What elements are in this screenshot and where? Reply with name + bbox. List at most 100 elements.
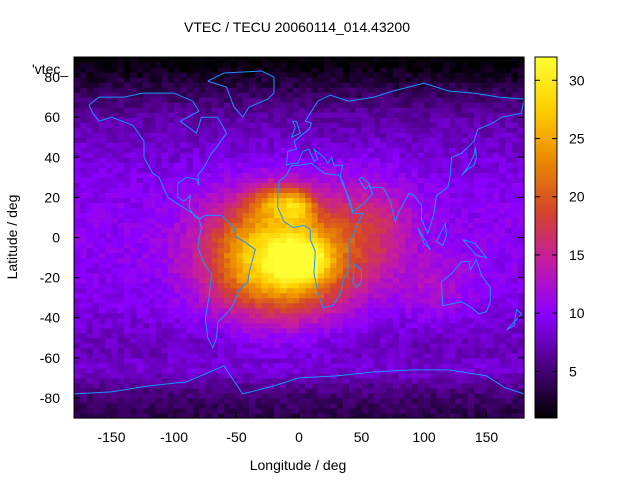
heatmap-cell (124, 362, 131, 369)
heatmap-cell (299, 247, 306, 254)
heatmap-cell (411, 282, 419, 289)
heatmap-cell (392, 317, 400, 324)
heatmap-cell (80, 382, 88, 389)
heatmap-cell (192, 237, 200, 244)
heatmap-cell (180, 277, 188, 284)
heatmap-cell (299, 147, 306, 153)
heatmap-cell (305, 227, 313, 234)
heatmap-cell (99, 347, 106, 354)
heatmap-cell (480, 212, 488, 219)
heatmap-cell (392, 262, 400, 269)
heatmap-cell (355, 142, 363, 148)
heatmap-cell (136, 92, 144, 98)
heatmap-cell (417, 247, 425, 254)
heatmap-cell (461, 317, 469, 324)
heatmap-cell (74, 212, 81, 219)
heatmap-cell (161, 192, 169, 198)
heatmap-cell (430, 347, 438, 354)
heatmap-cell (255, 72, 263, 78)
heatmap-cell (386, 297, 394, 304)
heatmap-cell (474, 177, 481, 183)
heatmap-cell (186, 362, 194, 369)
heatmap-cell (124, 302, 131, 309)
heatmap-cell (292, 402, 300, 409)
heatmap-cell (342, 212, 350, 219)
heatmap-cell (92, 317, 100, 324)
heatmap-cell (80, 372, 88, 379)
heatmap-cell (86, 67, 94, 73)
heatmap-cell (180, 177, 188, 183)
heatmap-cell (142, 347, 150, 354)
heatmap-cell (386, 282, 394, 289)
heatmap-cell (511, 297, 519, 304)
heatmap-cell (74, 82, 81, 88)
heatmap-cell (111, 242, 119, 249)
heatmap-cell (74, 107, 81, 113)
heatmap-cell (517, 162, 525, 168)
heatmap-cell (336, 327, 344, 334)
heatmap-cell (330, 262, 338, 269)
heatmap-cell (411, 387, 419, 394)
heatmap-cell (424, 232, 431, 239)
heatmap-cell (180, 262, 188, 269)
heatmap-cell (380, 177, 388, 183)
heatmap-cell (280, 192, 288, 198)
heatmap-cell (236, 82, 244, 88)
heatmap-cell (499, 272, 506, 279)
heatmap-cell (274, 412, 281, 419)
heatmap-cell (167, 407, 175, 414)
heatmap-cell (192, 272, 200, 279)
heatmap-cell (399, 402, 406, 409)
heatmap-cell (142, 382, 150, 389)
heatmap-cell (280, 77, 288, 83)
heatmap-cell (499, 87, 506, 93)
heatmap-cell (374, 317, 381, 324)
heatmap-cell (505, 342, 513, 349)
heatmap-cell (411, 407, 419, 414)
heatmap-cell (274, 267, 281, 274)
heatmap-cell (199, 97, 206, 103)
heatmap-cell (430, 317, 438, 324)
heatmap-cell (142, 172, 150, 178)
heatmap-cell (492, 232, 500, 239)
heatmap-cell (280, 152, 288, 158)
heatmap-cell (492, 352, 500, 359)
heatmap-cell (261, 117, 269, 123)
heatmap-cell (267, 387, 275, 394)
heatmap-cell (455, 92, 463, 98)
heatmap-cell (105, 182, 113, 188)
heatmap-cell (230, 187, 238, 193)
heatmap-cell (411, 167, 419, 173)
heatmap-cell (142, 187, 150, 193)
heatmap-cell (167, 397, 175, 404)
heatmap-cell (511, 292, 519, 299)
heatmap-cell (311, 242, 319, 249)
heatmap-cell (230, 337, 238, 344)
heatmap-cell (411, 227, 419, 234)
heatmap-cell (330, 177, 338, 183)
heatmap-cell (505, 257, 513, 264)
heatmap-cell (130, 172, 138, 178)
heatmap-cell (117, 147, 125, 153)
heatmap-cell (186, 202, 194, 209)
heatmap-cell (105, 172, 113, 178)
heatmap-cell (280, 122, 288, 128)
heatmap-cell (242, 137, 250, 143)
heatmap-cell (280, 232, 288, 239)
heatmap-cell (330, 212, 338, 219)
heatmap-cell (255, 137, 263, 143)
heatmap-cell (224, 187, 231, 193)
heatmap-cell (467, 172, 475, 178)
heatmap-cell (186, 317, 194, 324)
heatmap-cell (317, 292, 325, 299)
heatmap-cell (274, 387, 281, 394)
heatmap-cell (480, 337, 488, 344)
heatmap-cell (311, 287, 319, 294)
heatmap-cell (367, 172, 375, 178)
heatmap-cell (511, 332, 519, 339)
heatmap-cell (449, 207, 456, 214)
heatmap-cell (311, 347, 319, 354)
heatmap-cell (380, 122, 388, 128)
heatmap-cell (280, 307, 288, 314)
